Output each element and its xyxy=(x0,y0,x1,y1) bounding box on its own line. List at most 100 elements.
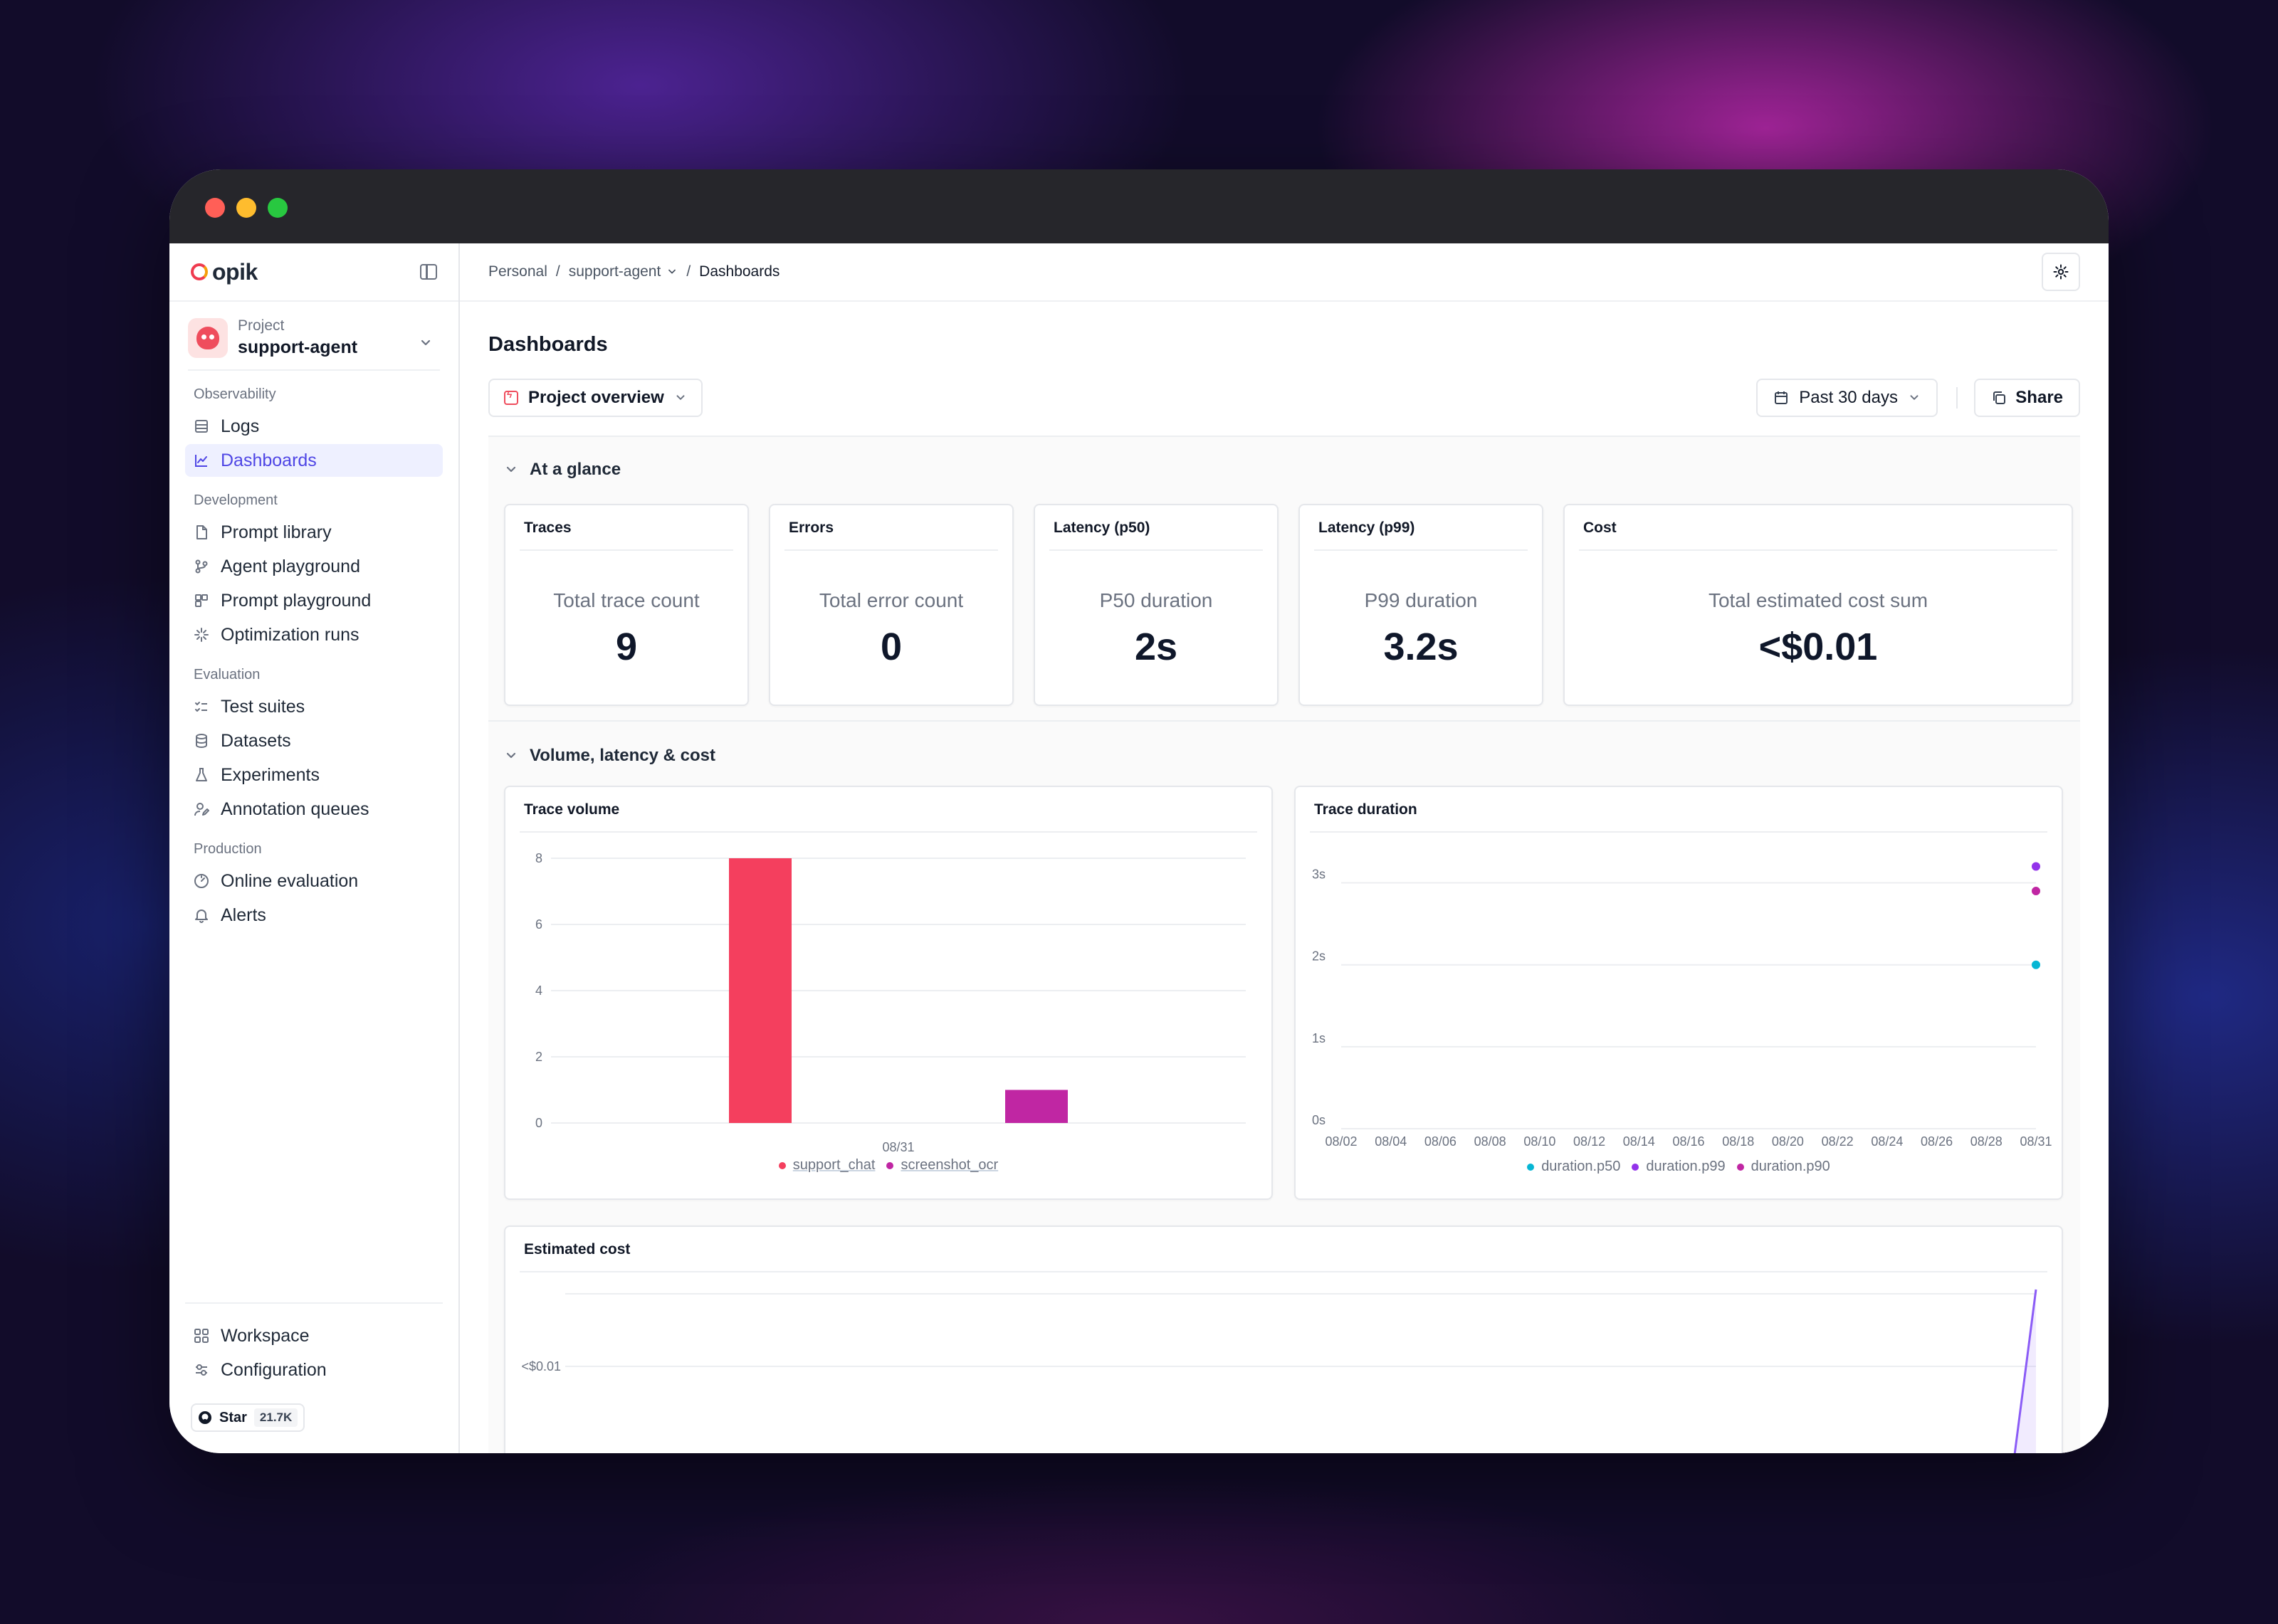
stat-card-title: Errors xyxy=(789,520,834,536)
branch-icon xyxy=(194,559,209,574)
chart-title: Trace duration xyxy=(1314,801,1417,818)
trace-duration-chart: 0s 1s 2s 3s 08/02 08/04 08/06 08/08 08/10 08/12 08… xyxy=(1312,862,2052,1149)
breadcrumb-personal[interactable]: Personal xyxy=(488,263,547,280)
y-tick-label: <$0.01 xyxy=(521,1359,561,1373)
breadcrumb-separator: / xyxy=(686,263,691,280)
sidebar-item-annotation-queues[interactable]: Annotation queues xyxy=(185,793,443,826)
x-tick-label: 08/31 xyxy=(2020,1134,2052,1149)
star-count: 21.7K xyxy=(253,1408,298,1427)
sidebar-item-configuration[interactable]: Configuration xyxy=(185,1354,443,1386)
sidebar-item-agent-playground[interactable]: Agent playground xyxy=(185,550,443,583)
x-tick-label: 08/26 xyxy=(1921,1134,1953,1149)
star-label: Star xyxy=(219,1409,247,1425)
sidebar-item-label: Prompt playground xyxy=(221,590,372,611)
section-volume-toggle[interactable]: Volume, latency & cost xyxy=(504,746,715,766)
page-title: Dashboards xyxy=(488,333,608,356)
settings-button[interactable] xyxy=(2042,253,2080,291)
minimize-window-button[interactable] xyxy=(236,198,256,218)
sidebar-item-label: Alerts xyxy=(221,905,266,925)
stat-card-title: Traces xyxy=(524,520,572,536)
sidebar-item-prompt-library[interactable]: Prompt library xyxy=(185,516,443,549)
sidebar-item-datasets[interactable]: Datasets xyxy=(185,724,443,757)
dashboard-select-label: Project overview xyxy=(528,388,664,407)
sidebar-item-label: Workspace xyxy=(221,1325,310,1346)
checklist-icon xyxy=(194,699,209,715)
sidebar-item-experiments[interactable]: Experiments xyxy=(185,759,443,791)
date-range-label: Past 30 days xyxy=(1799,388,1898,407)
y-tick-label: 2s xyxy=(1312,949,1326,964)
project-label: Project xyxy=(238,317,285,334)
calendar-icon xyxy=(1775,391,1788,404)
sliders-icon xyxy=(194,1362,209,1378)
logs-icon xyxy=(194,418,209,434)
user-edit-icon xyxy=(194,801,209,817)
x-tick-label: 08/31 xyxy=(882,1140,914,1154)
stat-card-title: Latency (p50) xyxy=(1054,520,1150,536)
legend-label: screenshot_ocr xyxy=(901,1157,999,1173)
maximize-window-button[interactable] xyxy=(268,198,288,218)
sidebar-item-workspace[interactable]: Workspace xyxy=(185,1319,443,1352)
stat-card-errors: Errors Total error count 0 xyxy=(769,504,1014,706)
breadcrumb-project[interactable]: support-agent xyxy=(569,263,678,280)
legend-dot xyxy=(778,1161,786,1169)
stat-value: 3.2s xyxy=(1383,626,1459,668)
x-tick-label: 08/14 xyxy=(1623,1134,1655,1149)
chevron-down-icon xyxy=(421,339,431,346)
gauge-icon xyxy=(194,873,209,889)
share-button[interactable]: Share xyxy=(1974,379,2080,417)
sidebar-item-test-suites[interactable]: Test suites xyxy=(185,690,443,723)
sidebar-item-logs[interactable]: Logs xyxy=(185,410,443,443)
legend-label: support_chat xyxy=(792,1157,876,1173)
legend-item[interactable]: support_chat xyxy=(778,1157,876,1174)
dashboard-select[interactable]: Project overview xyxy=(488,379,703,417)
close-window-button[interactable] xyxy=(205,198,225,218)
date-range-select[interactable]: Past 30 days xyxy=(1756,379,1938,417)
document-icon xyxy=(194,524,209,540)
blocks-icon xyxy=(194,593,209,608)
y-tick-label: 1s xyxy=(1312,1031,1326,1045)
stat-label: Total trace count xyxy=(553,589,700,611)
chevron-down-icon xyxy=(506,466,516,473)
y-tick-label: 4 xyxy=(535,984,542,998)
bar-support_chat xyxy=(729,858,792,1123)
trace-duration-card: Trace duration 0s 1s 2s 3s 08/02 08/04 08/06 08… xyxy=(1294,786,2063,1200)
sidebar-item-label: Experiments xyxy=(221,764,320,785)
sidebar-item-alerts[interactable]: Alerts xyxy=(185,899,443,932)
legend-item[interactable]: duration.p50 xyxy=(1527,1159,1620,1175)
estimated-cost-chart: <$0.01 xyxy=(521,1289,2037,1453)
sidebar-item-label: Online evaluation xyxy=(221,870,359,891)
legend-label: duration.p99 xyxy=(1646,1159,1726,1174)
sidebar-item-optimization-runs[interactable]: Optimization runs xyxy=(185,618,443,651)
divider xyxy=(1579,549,2057,551)
sidebar-item-dashboards[interactable]: Dashboards xyxy=(185,444,443,477)
sparkle-icon xyxy=(194,627,209,643)
section-title: Volume, latency & cost xyxy=(530,746,715,765)
opik-logo-icon xyxy=(191,263,208,280)
sidebar: opik Project support-agent Observability… xyxy=(169,243,460,1453)
github-star-button[interactable]: Star 21.7K xyxy=(191,1403,305,1432)
dashboard-content: At a glance Traces Total trace count 9 E… xyxy=(488,436,2080,1453)
nav-group-production: Production Online evaluation Alerts xyxy=(169,841,458,932)
legend-item[interactable]: screenshot_ocr xyxy=(886,1157,998,1174)
point-duration.p99 xyxy=(2032,862,2040,871)
stat-card-title: Cost xyxy=(1583,520,1617,536)
breadcrumb-current: Dashboards xyxy=(699,263,780,280)
y-tick-label: 0 xyxy=(535,1116,542,1130)
legend-label: duration.p90 xyxy=(1751,1159,1830,1174)
sidebar-item-prompt-playground[interactable]: Prompt playground xyxy=(185,584,443,617)
divider xyxy=(784,549,998,551)
sidebar-item-online-evaluation[interactable]: Online evaluation xyxy=(185,865,443,897)
stat-card-latency-p50: Latency (p50) P50 duration 2s xyxy=(1034,504,1279,706)
chevron-down-icon xyxy=(676,395,685,400)
divider xyxy=(1314,549,1528,551)
opik-logo[interactable]: opik xyxy=(191,259,258,285)
legend-item[interactable]: duration.p99 xyxy=(1632,1159,1726,1175)
project-selector[interactable]: Project support-agent xyxy=(188,317,440,371)
stat-card-traces: Traces Total trace count 9 xyxy=(504,504,749,706)
legend-item[interactable]: duration.p90 xyxy=(1736,1159,1830,1175)
bell-icon xyxy=(194,907,209,923)
grid-icon xyxy=(194,1328,209,1344)
sidebar-item-label: Datasets xyxy=(221,730,291,751)
sidebar-collapse-icon[interactable] xyxy=(420,264,437,280)
section-at-a-glance-toggle[interactable]: At a glance xyxy=(504,460,621,480)
